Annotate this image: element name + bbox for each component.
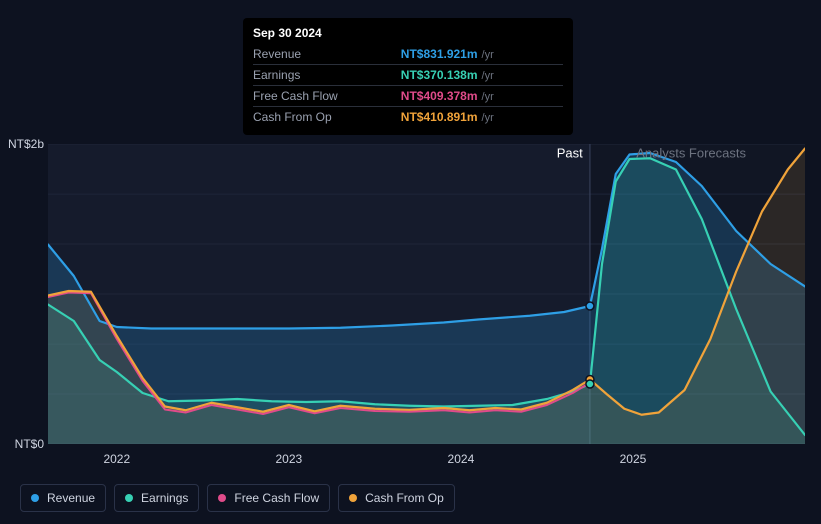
tooltip-row-unit: /yr bbox=[478, 112, 494, 124]
legend-item[interactable]: Free Cash Flow bbox=[207, 484, 330, 512]
legend-item-label: Cash From Op bbox=[365, 491, 444, 505]
legend-item-label: Free Cash Flow bbox=[234, 491, 319, 505]
legend-dot-icon bbox=[31, 494, 39, 502]
x-axis-label: 2022 bbox=[103, 452, 130, 466]
tooltip-row-value: NT$831.921m bbox=[401, 47, 478, 61]
tooltip-row-label: Revenue bbox=[253, 44, 401, 65]
y-axis-label: NT$0 bbox=[4, 437, 44, 451]
legend-dot-icon bbox=[218, 494, 226, 502]
tooltip-row-unit: /yr bbox=[478, 49, 494, 61]
x-axis-label: 2023 bbox=[276, 452, 303, 466]
svg-text:Past: Past bbox=[557, 146, 583, 161]
tooltip-row: RevenueNT$831.921m/yr bbox=[253, 44, 563, 65]
legend-item-label: Earnings bbox=[141, 491, 188, 505]
tooltip-row-unit: /yr bbox=[478, 70, 494, 82]
tooltip-row: Cash From OpNT$410.891m/yr bbox=[253, 107, 563, 128]
tooltip-row: EarningsNT$370.138m/yr bbox=[253, 65, 563, 86]
x-axis-label: 2025 bbox=[620, 452, 647, 466]
tooltip-row-label: Cash From Op bbox=[253, 107, 401, 128]
chart-legend: Revenue Earnings Free Cash Flow Cash From O… bbox=[20, 484, 455, 512]
legend-item[interactable]: Earnings bbox=[114, 484, 199, 512]
legend-item-label: Revenue bbox=[47, 491, 95, 505]
legend-item[interactable]: Cash From Op bbox=[338, 484, 455, 512]
legend-dot-icon bbox=[349, 494, 357, 502]
tooltip-title: Sep 30 2024 bbox=[253, 26, 563, 40]
tooltip-row-value: NT$410.891m bbox=[401, 110, 478, 124]
tooltip-row-label: Free Cash Flow bbox=[253, 86, 401, 107]
legend-dot-icon bbox=[125, 494, 133, 502]
x-axis-label: 2024 bbox=[448, 452, 475, 466]
legend-item[interactable]: Revenue bbox=[20, 484, 106, 512]
svg-text:Analysts Forecasts: Analysts Forecasts bbox=[636, 146, 746, 161]
tooltip-row-value: NT$370.138m bbox=[401, 68, 478, 82]
chart-tooltip: Sep 30 2024 RevenueNT$831.921m/yrEarning… bbox=[243, 18, 573, 135]
tooltip-row-value: NT$409.378m bbox=[401, 89, 478, 103]
tooltip-table: RevenueNT$831.921m/yrEarningsNT$370.138m… bbox=[253, 44, 563, 127]
tooltip-row-unit: /yr bbox=[478, 91, 494, 103]
financials-chart[interactable]: Past Analysts Forecasts bbox=[48, 144, 805, 444]
y-axis-label: NT$2b bbox=[4, 137, 44, 151]
tooltip-row-label: Earnings bbox=[253, 65, 401, 86]
tooltip-row: Free Cash FlowNT$409.378m/yr bbox=[253, 86, 563, 107]
